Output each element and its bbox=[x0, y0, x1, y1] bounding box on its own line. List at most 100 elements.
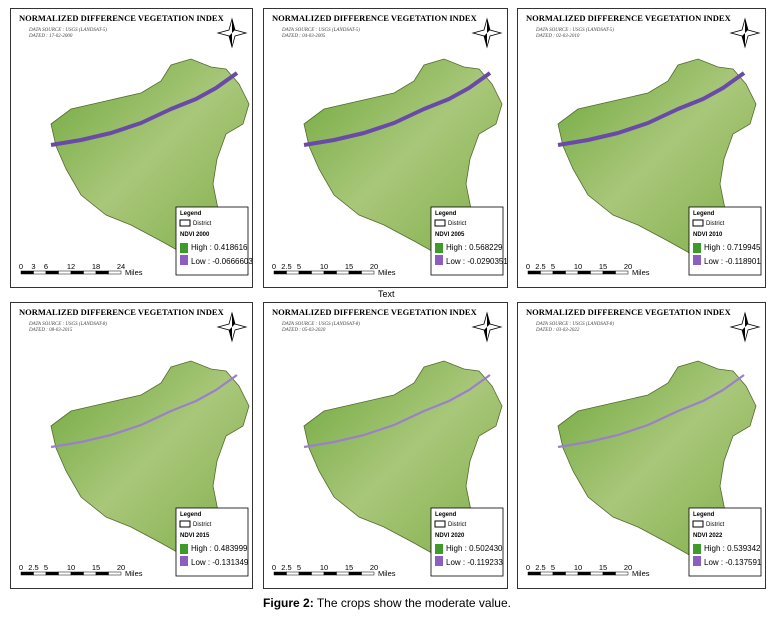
map-panel: NORMALIZED DIFFERENCE VEGETATION INDEX DA… bbox=[517, 8, 766, 288]
scale-label: 24 bbox=[117, 262, 125, 271]
district-area bbox=[50, 58, 250, 256]
legend-low: Low : -0.0290351 bbox=[446, 257, 507, 266]
data-source: DATED : 05-03-2020 bbox=[281, 328, 326, 333]
scale-bar bbox=[552, 571, 566, 576]
legend-low: Low : -0.131349 bbox=[191, 558, 249, 567]
data-source: DATA SOURCE : USGS (LANDSAT-8) bbox=[281, 322, 360, 327]
ndvi-label: NDVI 2000 bbox=[180, 232, 210, 238]
scale-bar bbox=[590, 571, 604, 576]
scale-bar bbox=[298, 571, 312, 576]
ramp-high bbox=[435, 544, 443, 554]
scale-bar bbox=[323, 571, 337, 576]
scale-label: 6 bbox=[44, 262, 48, 271]
scale-label: 20 bbox=[370, 563, 378, 572]
scale-label: 10 bbox=[320, 262, 328, 271]
ndvi-label: NDVI 2015 bbox=[180, 533, 210, 539]
scale-bar bbox=[602, 270, 616, 275]
scale-bar bbox=[108, 270, 122, 275]
legend-low: Low : -0.0666603 bbox=[191, 257, 252, 266]
ramp-low bbox=[435, 556, 443, 566]
map-title: NORMALIZED DIFFERENCE VEGETATION INDEX bbox=[272, 307, 478, 317]
scale-label: 2.5 bbox=[281, 262, 291, 271]
scale-label: 10 bbox=[320, 563, 328, 572]
ramp-low bbox=[693, 556, 701, 566]
district-swatch bbox=[179, 520, 191, 528]
scale-bar bbox=[565, 571, 579, 576]
map-panel: NORMALIZED DIFFERENCE VEGETATION INDEX DA… bbox=[263, 302, 508, 589]
scale-bar bbox=[45, 270, 59, 275]
map-title: NORMALIZED DIFFERENCE VEGETATION INDEX bbox=[526, 13, 732, 23]
map-title: NORMALIZED DIFFERENCE VEGETATION INDEX bbox=[19, 307, 225, 317]
ndvi-label: NDVI 2022 bbox=[693, 533, 723, 539]
map: NORMALIZED DIFFERENCE VEGETATION INDEX DA… bbox=[526, 307, 762, 578]
data-source: DATED : 04-03-2005 bbox=[281, 34, 326, 39]
scale-bar bbox=[33, 571, 47, 576]
district-map bbox=[50, 58, 250, 256]
north-arrow-half bbox=[484, 313, 490, 341]
district-area bbox=[303, 58, 503, 256]
north-arrow-half bbox=[229, 313, 235, 341]
scale-label: 20 bbox=[117, 563, 125, 572]
scale-label: 5 bbox=[297, 262, 301, 271]
scale-bar bbox=[83, 571, 97, 576]
data-source: DATED : 08-03-2015 bbox=[28, 328, 73, 333]
scale-bar bbox=[323, 270, 337, 275]
map: NORMALIZED DIFFERENCE VEGETATION INDEX DA… bbox=[19, 13, 252, 277]
data-source: DATA SOURCE : USGS (LANDSAT-8) bbox=[535, 322, 614, 327]
scale-bar bbox=[83, 270, 97, 275]
scale-bar bbox=[336, 270, 350, 275]
legend-title: Legend bbox=[693, 211, 715, 217]
north-arrow-half bbox=[742, 19, 748, 47]
scale-label: 3 bbox=[31, 262, 35, 271]
district-swatch bbox=[692, 520, 704, 528]
scale-bar bbox=[95, 270, 109, 275]
scale-bar bbox=[348, 571, 362, 576]
data-source: DATA SOURCE : USGS (LANDSAT-5) bbox=[28, 28, 107, 33]
scale-bar bbox=[286, 270, 300, 275]
district-label: District bbox=[706, 522, 725, 528]
north-arrow-half bbox=[742, 313, 748, 341]
scale-label: 20 bbox=[624, 563, 632, 572]
scale-label: 5 bbox=[551, 563, 555, 572]
caption-text: The crops show the moderate value. bbox=[316, 596, 511, 610]
scale-label: 15 bbox=[599, 563, 607, 572]
legend-high: High : 0.539342 bbox=[704, 544, 761, 553]
map-panel: NORMALIZED DIFFERENCE VEGETATION INDEX DA… bbox=[517, 302, 766, 589]
ramp-high bbox=[180, 243, 188, 253]
legend-low: Low : -0.119233 bbox=[446, 558, 503, 567]
river bbox=[303, 374, 491, 449]
north-arrow-half bbox=[484, 19, 490, 47]
scale-label: 2.5 bbox=[535, 262, 545, 271]
legend-high: High : 0.502430 bbox=[446, 544, 503, 553]
scale-bar bbox=[70, 270, 84, 275]
scale-bar bbox=[286, 571, 300, 576]
scale-bar bbox=[20, 270, 34, 275]
legend-title: Legend bbox=[435, 211, 457, 217]
scale-label: 15 bbox=[599, 262, 607, 271]
scale-bar bbox=[95, 571, 109, 576]
map-title: NORMALIZED DIFFERENCE VEGETATION INDEX bbox=[526, 307, 732, 317]
data-source: DATA SOURCE : USGS (LANDSAT-5) bbox=[281, 28, 360, 33]
scale-label: 20 bbox=[370, 262, 378, 271]
scale-label: 5 bbox=[297, 563, 301, 572]
scale-bar bbox=[565, 270, 579, 275]
district-label: District bbox=[193, 221, 212, 227]
scale-bar bbox=[361, 270, 375, 275]
scale-label: 18 bbox=[92, 262, 100, 271]
scale-label: 0 bbox=[272, 563, 276, 572]
scale-unit: Miles bbox=[125, 569, 143, 578]
scale-bar bbox=[20, 571, 34, 576]
scale-bar bbox=[577, 270, 591, 275]
scale-bar bbox=[590, 270, 604, 275]
scale-bar bbox=[108, 571, 122, 576]
scale-bar bbox=[58, 571, 72, 576]
ramp-low bbox=[180, 255, 188, 265]
scale-bar bbox=[311, 270, 325, 275]
middle-label: Text bbox=[378, 289, 395, 299]
legend-low: Low : -0.118901 bbox=[704, 257, 761, 266]
district-label: District bbox=[706, 221, 725, 227]
map: NORMALIZED DIFFERENCE VEGETATION INDEX DA… bbox=[272, 13, 507, 277]
scale-label: 0 bbox=[19, 262, 23, 271]
legend-title: Legend bbox=[693, 512, 715, 518]
ramp-high bbox=[435, 243, 443, 253]
